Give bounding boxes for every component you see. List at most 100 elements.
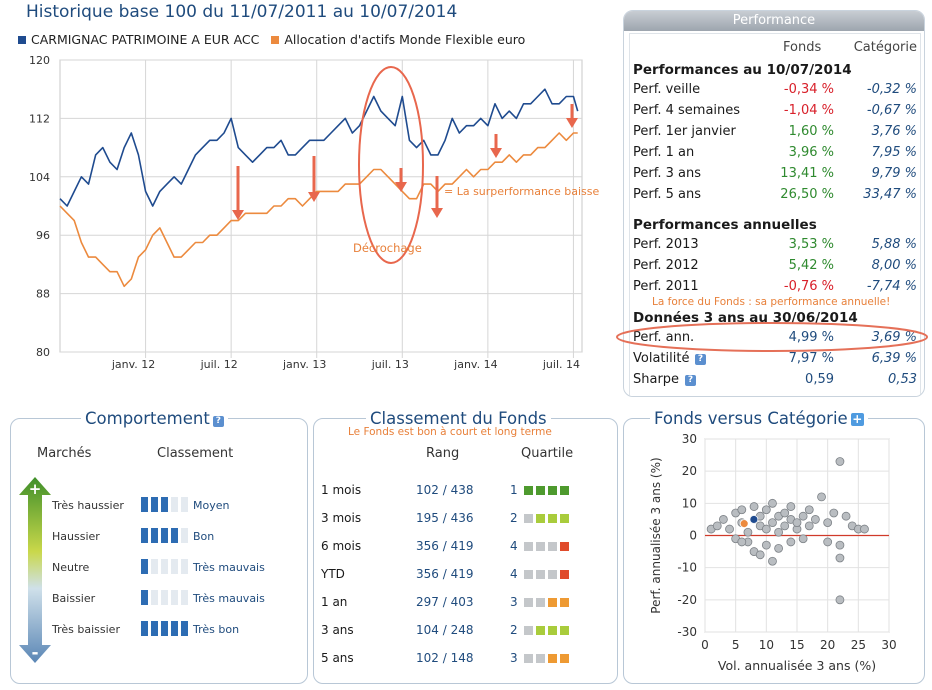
quartile-square	[560, 542, 569, 551]
x-axis-label: Vol. annualisée 3 ans (%)	[718, 658, 876, 673]
perf-categorie-value: 5,88 %	[871, 237, 917, 252]
x-tick-label: 25	[851, 638, 866, 652]
perf-row: Volatilité? 7,97 % 6,39 %	[630, 351, 920, 371]
classement-title: Classement du Fonds	[366, 409, 551, 428]
plot-area	[59, 59, 583, 353]
quartile-number: 4	[510, 539, 518, 553]
perf-fonds-value: -1,04 %	[783, 103, 834, 118]
perf-fonds-value: 3,53 %	[788, 237, 834, 252]
category-point	[768, 518, 777, 528]
perf-row: Perf. 4 semaines -1,04 % -0,67 %	[630, 103, 920, 123]
legend-item-category[interactable]: Allocation d'actifs Monde Flexible euro	[271, 32, 525, 47]
annotation-force: La force du Fonds : sa performance annue…	[652, 296, 891, 308]
rank-bar	[141, 528, 191, 543]
rank-bar-segment	[161, 559, 168, 574]
category-point	[737, 537, 747, 547]
category-point	[841, 511, 851, 521]
help-icon[interactable]: ?	[685, 375, 696, 386]
quartile-square	[548, 626, 557, 635]
x-tick-label: janv. 12	[111, 358, 155, 371]
chart-title: Historique base 100 du 11/07/2011 au 10/…	[26, 2, 458, 22]
category-point	[725, 524, 734, 534]
quartile-square	[560, 626, 569, 635]
quartile-square	[536, 570, 545, 579]
y-tick-label: 112	[29, 112, 50, 125]
period-label: 5 ans	[321, 651, 354, 665]
category-point	[823, 537, 833, 547]
perf-fonds-value: 0,59	[805, 372, 834, 387]
rank-bar-segment	[151, 497, 158, 512]
perf-row: Perf. 1er janvier 1,60 % 3,76 %	[630, 124, 920, 144]
rank-bar-segment	[181, 528, 188, 543]
rank-bar-segment	[141, 621, 148, 636]
perf-fonds-value: 13,41 %	[780, 166, 834, 181]
y-tick-label: 88	[36, 288, 50, 301]
quartile-number: 2	[510, 511, 518, 525]
series-line-category	[59, 132, 578, 288]
category-point	[810, 515, 820, 524]
help-icon[interactable]: ?	[212, 416, 224, 427]
performance-table: Fonds Catégorie Performances au 10/07/20…	[629, 33, 921, 396]
period-label: 6 mois	[321, 539, 362, 553]
quartile-square	[560, 570, 569, 579]
perf-fonds-value: 4,99 %	[788, 330, 834, 345]
rank-bar-segment	[151, 559, 158, 574]
quartile-square	[524, 598, 533, 607]
col-categorie-header: Catégorie	[853, 40, 917, 55]
category-point	[737, 505, 747, 515]
x-tick-label: 0	[701, 638, 709, 652]
quartile-square	[536, 514, 545, 523]
y-tick-label: -20	[677, 593, 697, 607]
perf-categorie-value: 7,95 %	[871, 145, 917, 160]
category-point	[712, 521, 722, 531]
chart-annotations: = La surperformance baisse Décrochage	[232, 66, 599, 264]
legend-swatch-category	[271, 36, 280, 44]
rank-bar-segment	[161, 497, 168, 512]
help-icon[interactable]: ?	[695, 354, 706, 365]
category-point	[823, 518, 833, 528]
perf-row: Perf. 2012 5,42 % 8,00 %	[630, 258, 920, 278]
quartile-number: 1	[510, 483, 518, 497]
perf-row: Perf. 3 ans 13,41 % 9,79 %	[630, 166, 920, 186]
legend-label-fund: CARMIGNAC PATRIMOINE A EUR ACC	[31, 32, 260, 47]
perf-label: Perf. 4 semaines	[633, 103, 741, 118]
section-3ans: Données 3 ans au 30/06/2014	[633, 310, 858, 326]
y-tick-label: -10	[677, 561, 697, 575]
category-point	[786, 502, 796, 511]
x-tick-label: janv. 13	[282, 358, 326, 371]
col-marches: Marchés	[37, 446, 92, 461]
legend-item-fund[interactable]: CARMIGNAC PATRIMOINE A EUR ACC	[18, 32, 259, 47]
rank-bar-segment	[161, 621, 168, 636]
col-fonds-header: Fonds	[783, 40, 822, 55]
quartile-square	[560, 486, 569, 495]
rank-value: 297 / 403	[416, 595, 474, 609]
quartile-square	[524, 626, 533, 635]
x-tick-label: 20	[820, 638, 835, 652]
perf-fonds-value: 26,50 %	[780, 187, 834, 202]
highlight-ellipse-perf	[616, 322, 928, 352]
quartile-square	[548, 486, 557, 495]
arrow-down-icon	[431, 208, 443, 218]
rank-bar-segment	[171, 621, 178, 636]
rank-bar-segment	[151, 528, 158, 543]
rank-bar	[141, 497, 191, 512]
category-point	[835, 595, 845, 605]
quartile-square	[560, 514, 569, 523]
category-point	[804, 505, 814, 515]
expand-plus-icon[interactable]: +	[850, 412, 864, 426]
category-point	[798, 511, 808, 521]
rank-bar	[141, 559, 191, 574]
col-rang: Rang	[426, 446, 460, 461]
annotation-surperformance: = La surperformance baisse	[444, 185, 599, 198]
rank-value: 195 / 436	[416, 511, 474, 525]
rank-value: 102 / 438	[416, 483, 474, 497]
rank-bar-segment	[171, 559, 178, 574]
market-label: Haussier	[52, 530, 100, 543]
quartile-square	[524, 570, 533, 579]
perf-fonds-value: -0,76 %	[783, 279, 834, 294]
market-label: Très haussier	[52, 499, 124, 512]
perf-label: Volatilité	[633, 351, 690, 366]
quartile-square	[524, 654, 533, 663]
chart-legend: CARMIGNAC PATRIMOINE A EUR ACC Allocatio…	[18, 32, 533, 47]
perf-categorie-value: 3,76 %	[871, 124, 917, 139]
